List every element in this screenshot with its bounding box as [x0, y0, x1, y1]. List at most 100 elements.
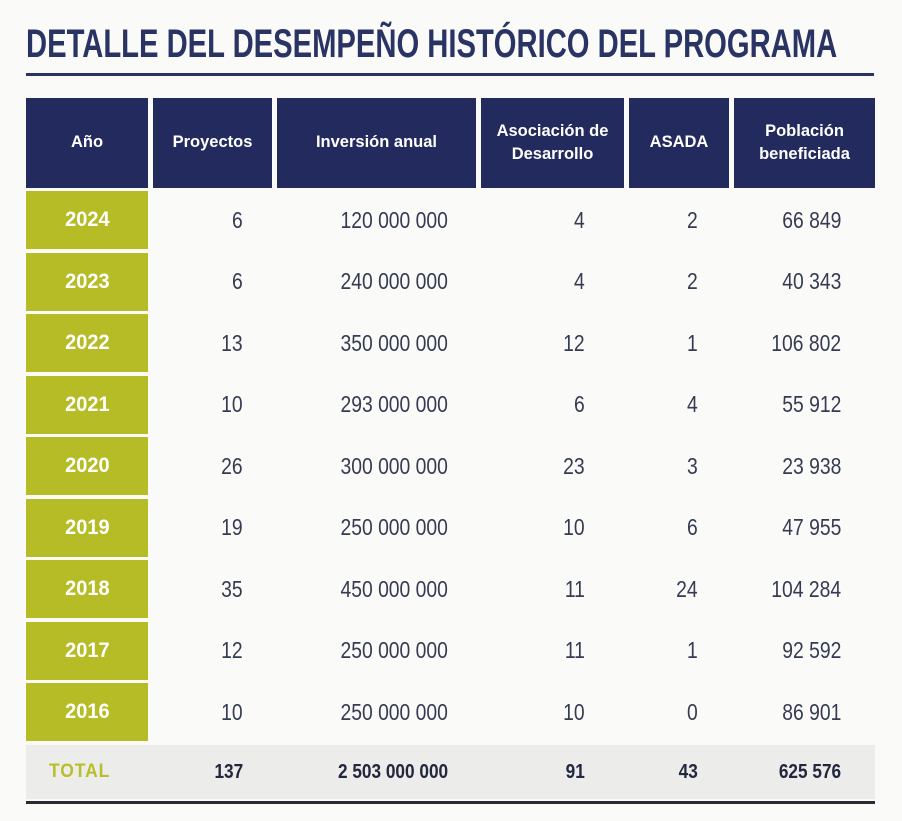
cell-poblacion-2021: 55 912	[734, 376, 875, 434]
cell-asada-2018: 24	[629, 560, 729, 618]
cell-asociacion-2016: 10	[481, 683, 624, 741]
cell-proyectos-2024: 6	[153, 191, 272, 249]
year-cell-2024: 2024	[26, 191, 148, 249]
cell-asada-2020: 3	[629, 437, 729, 495]
cell-inversion-2017: 250 000 000	[277, 622, 476, 680]
cell-value: 2020	[64, 454, 110, 477]
cell-value: 10	[563, 514, 585, 540]
column-header-proyectos: Proyectos	[153, 97, 272, 188]
cell-value: 10	[221, 698, 243, 725]
page-title: DETALLE DEL DESEMPEÑO HISTÓRICO DEL PROG…	[26, 22, 838, 66]
cell-value: 23 938	[781, 452, 841, 479]
cell-value: 66 849	[781, 206, 841, 233]
cell-value: 2018	[64, 577, 110, 600]
total-label: TOTAL	[49, 761, 111, 782]
year-cell-2017: 2017	[26, 621, 148, 680]
cell-asociacion-2018: 11	[481, 560, 624, 618]
cell-value: 6	[232, 268, 243, 294]
cell-value: 104 284	[771, 575, 841, 602]
cell-value: 13	[221, 329, 243, 356]
cell-value: 11	[564, 575, 585, 602]
cell-value: 47 955	[781, 514, 841, 540]
cell-asociacion-2020: 23	[481, 437, 624, 495]
cell-value: 55 912	[781, 391, 841, 417]
column-header-label: Inversión anual	[315, 133, 438, 152]
column-header-ano: Año	[26, 97, 148, 188]
cell-value: 1	[687, 329, 698, 356]
cell-asociacion-2024: 4	[481, 191, 624, 249]
cell-value: 2019	[64, 515, 110, 539]
cell-value: 19	[221, 514, 243, 540]
cell-value: 86 901	[781, 698, 841, 725]
cell-poblacion-2024: 66 849	[734, 191, 875, 249]
total-poblacion: 625 576	[734, 745, 875, 799]
cell-inversion-2019: 250 000 000	[277, 499, 476, 557]
total-value: 625 576	[778, 760, 841, 783]
cell-proyectos-2018: 35	[153, 560, 272, 618]
cell-proyectos-2016: 10	[153, 683, 272, 741]
column-header-label: ASADA	[649, 133, 709, 152]
year-cell-2020: 2020	[26, 437, 148, 495]
cell-value: 0	[687, 698, 698, 725]
cell-inversion-2024: 120 000 000	[277, 191, 476, 249]
column-header-asada: ASADA	[629, 97, 729, 188]
cell-value: 293 000 000	[340, 391, 448, 417]
history-table: Año Proyectos Inversión anual Asociación…	[26, 97, 875, 741]
cell-inversion-2023: 240 000 000	[277, 253, 476, 311]
total-asada: 43	[629, 745, 729, 799]
cell-value: 2024	[64, 208, 110, 231]
total-value: 2 503 000 000	[337, 760, 448, 783]
cell-poblacion-2017: 92 592	[734, 622, 875, 680]
cell-value: 12	[221, 637, 243, 663]
total-row: TOTAL 137 2 503 000 000 91 43 625 576	[26, 745, 875, 799]
report-page: DETALLE DEL DESEMPEÑO HISTÓRICO DEL PROG…	[26, 22, 875, 804]
cell-value: 4	[687, 391, 698, 417]
cell-value: 2017	[64, 638, 110, 662]
year-cell-2022: 2022	[26, 314, 148, 372]
year-cell-2016: 2016	[26, 683, 148, 741]
column-header-asociacion-desarrollo: Asociación de Desarrollo	[481, 97, 624, 188]
cell-poblacion-2018: 104 284	[734, 560, 875, 618]
cell-value: 23	[563, 452, 585, 479]
cell-value: 106 802	[771, 329, 841, 356]
cell-value: 2022	[64, 331, 110, 354]
cell-poblacion-2022: 106 802	[734, 314, 875, 372]
cell-value: 2	[687, 268, 698, 294]
column-header-inversion-anual: Inversión anual	[277, 97, 476, 188]
total-proyectos: 137	[153, 745, 272, 799]
cell-value: 240 000 000	[340, 268, 448, 294]
cell-value: 35	[221, 575, 243, 602]
cell-value: 2	[687, 206, 698, 233]
column-header-label: Proyectos	[172, 133, 253, 152]
cell-asada-2023: 2	[629, 253, 729, 311]
cell-asada-2022: 1	[629, 314, 729, 372]
cell-value: 4	[574, 268, 585, 294]
year-cell-2018: 2018	[26, 560, 148, 618]
total-inversion: 2 503 000 000	[277, 745, 476, 799]
cell-value: 2016	[64, 700, 110, 723]
cell-proyectos-2020: 26	[153, 437, 272, 495]
cell-value: 10	[563, 698, 585, 725]
cell-inversion-2022: 350 000 000	[277, 314, 476, 372]
cell-value: 10	[221, 391, 243, 417]
column-header-poblacion-beneficiada: Población beneficiada	[734, 97, 875, 188]
cell-asociacion-2021: 6	[481, 376, 624, 434]
cell-proyectos-2017: 12	[153, 622, 272, 680]
total-label-cell: TOTAL	[26, 745, 148, 799]
cell-inversion-2021: 293 000 000	[277, 376, 476, 434]
cell-value: 1	[687, 637, 698, 663]
column-header-label: Año	[70, 133, 104, 152]
year-cell-2019: 2019	[26, 498, 148, 557]
cell-poblacion-2019: 47 955	[734, 499, 875, 557]
cell-asociacion-2022: 12	[481, 314, 624, 372]
cell-value: 6	[687, 514, 698, 540]
cell-inversion-2016: 250 000 000	[277, 683, 476, 741]
cell-asociacion-2023: 4	[481, 253, 624, 311]
cell-proyectos-2022: 13	[153, 314, 272, 372]
column-header-label: Población beneficiada	[759, 122, 850, 163]
year-cell-2021: 2021	[26, 375, 148, 434]
cell-inversion-2018: 450 000 000	[277, 560, 476, 618]
cell-value: 11	[564, 637, 585, 663]
table-bottom-rule	[26, 801, 875, 804]
year-cell-2023: 2023	[26, 252, 148, 311]
